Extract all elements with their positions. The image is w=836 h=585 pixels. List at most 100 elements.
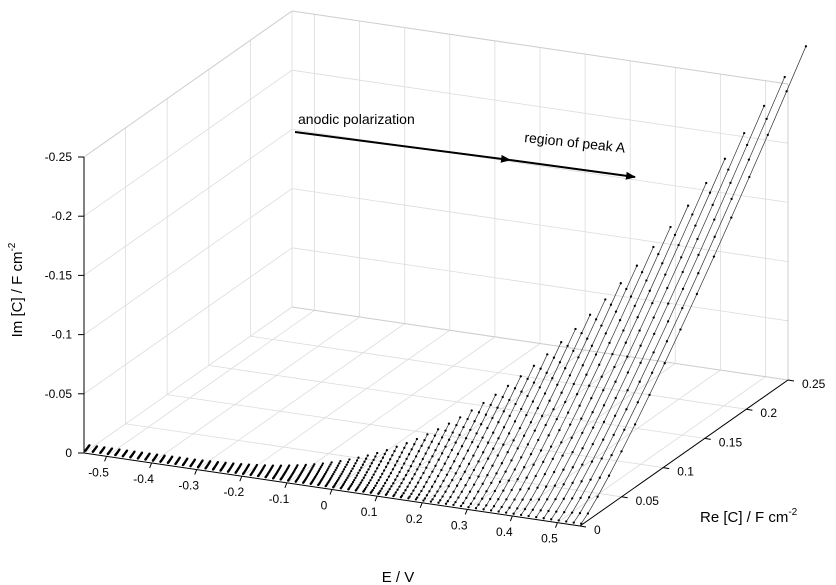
spectrum-point [348,472,352,475]
spectrum-point [480,423,483,426]
spectrum-series [129,450,136,459]
spectrum-point [691,213,694,216]
spectrum-point [338,476,341,479]
spectrum-series [354,451,379,492]
floor-gridline-x [557,376,766,524]
spectrum-point [335,466,338,470]
spectrum-point [465,496,468,500]
spectrum-point [456,452,460,456]
y-axis-label: Re [C] / F cm-2 [700,507,798,526]
spectrum-point [430,440,433,443]
spectrum-point [327,467,330,470]
spectrum-point [424,452,427,455]
spectrum-point [508,398,511,402]
spectrum-series [136,451,144,460]
spectrum-point [548,399,551,402]
spectrum-point [516,507,519,510]
spectrum-point [568,374,572,377]
spectrum-point [454,441,457,444]
y-tick-mark [579,525,587,528]
spectrum-point [705,181,708,185]
spectrum-point [467,462,471,466]
spectrum-point [620,450,623,453]
spectrum-point [460,490,463,493]
spectrum-point [263,464,267,467]
spectrum-point [539,367,542,370]
anodic-arrow [294,131,511,163]
spectrum-point [398,455,401,459]
spectrum-point [558,361,562,364]
spectrum-point [382,469,386,472]
spectrum-series [452,375,522,507]
spectrum-line [400,429,439,498]
x-tick-label: 0.3 [451,518,468,532]
spectrum-point [516,447,519,450]
spectrum-point [377,479,380,482]
spectrum-point [209,460,212,463]
spectrum-point [477,503,480,506]
spectrum-point [407,453,411,456]
spectrum-point [539,509,542,512]
spectrum-point [729,181,732,185]
data-series [84,45,808,525]
spectrum-point [544,423,547,427]
spectrum-point [400,451,404,454]
spectrum-point [481,497,484,500]
spectrum-point [344,465,347,469]
spectrum-point [489,497,492,501]
spectrum-point [527,487,530,490]
spectrum-point [171,455,174,458]
spectrum-point [496,406,499,409]
spectrum-point [426,433,429,436]
spectrum-point [473,497,476,500]
x-tick-label: -0.1 [269,492,290,506]
spectrum-point [614,380,617,383]
spectrum-line [370,446,398,493]
spectrum-point [572,521,575,524]
spectrum-point [458,465,461,468]
spectrum-series [399,428,440,499]
spectrum-point [571,466,574,469]
spectrum-point [502,410,505,413]
spectrum-point [600,324,603,327]
spectrum-point [534,474,537,478]
spectrum-point [471,440,474,444]
spectrum-point [447,455,450,459]
spectrum-point [695,292,699,296]
x-axis-label: E / V [382,569,415,585]
spectrum-point [612,433,615,437]
spectrum-series [166,455,174,465]
spectrum-point [466,449,470,452]
y-tick-mark [663,467,670,470]
spectrum-series [519,245,655,517]
spectrum-point [163,454,166,457]
spectrum-point [412,489,415,492]
spectrum-series [339,456,360,490]
spectrum-point [469,428,472,432]
spectrum-point [457,496,460,499]
spectrum-point [422,499,425,502]
spectrum-line [445,385,509,504]
spectrum-point [470,409,473,412]
spectrum-point [110,447,114,450]
spectrum-point [345,478,348,482]
spectrum-point [431,470,434,473]
spectrum-point [359,481,363,484]
spectrum-point [477,460,480,463]
spectrum-point [462,457,465,460]
spectrum-point [611,352,614,356]
z-tick-label: -0.05 [45,387,73,401]
spectrum-point [526,377,529,381]
spectrum-point [694,224,697,227]
spectrum-point [367,468,370,471]
spectrum-point [404,489,407,492]
spectrum-point [572,349,575,353]
spectrum-point [335,480,339,483]
spectrum-point [193,458,197,461]
spectrum-point [723,157,727,160]
spectrum-point [326,469,329,472]
spectrum-point [558,428,561,432]
spectrum-line [573,76,786,523]
spectrum-point [393,449,396,453]
